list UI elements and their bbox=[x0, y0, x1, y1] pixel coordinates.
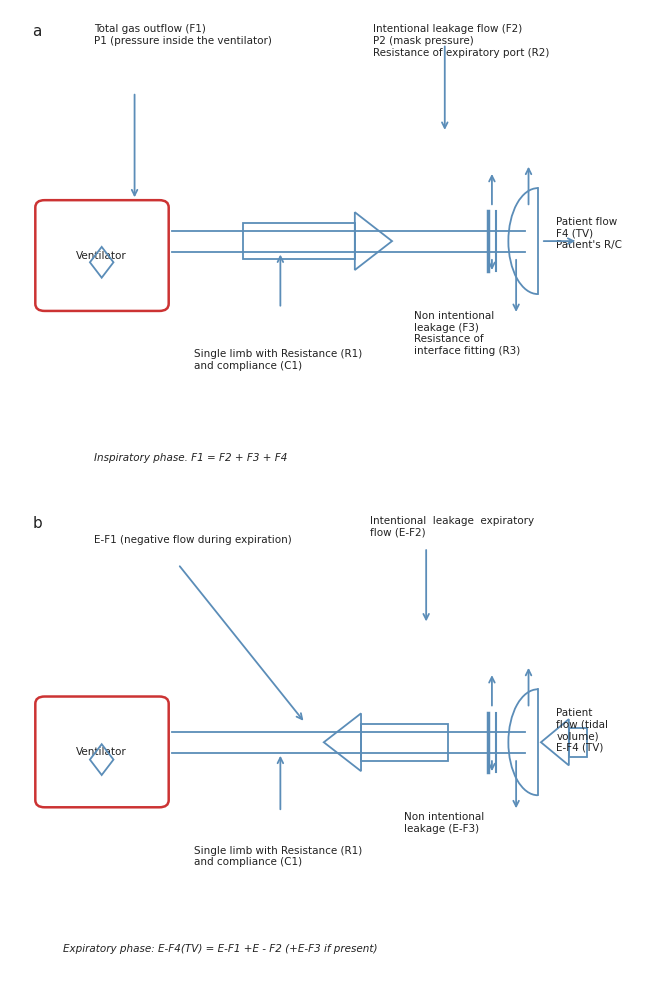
Text: Non intentional
leakage (F3)
Resistance of
interface fitting (R3): Non intentional leakage (F3) Resistance … bbox=[414, 311, 520, 355]
Bar bbox=[569, 728, 587, 757]
Bar bbox=[243, 222, 355, 259]
Text: Intentional  leakage  expiratory
flow (E-F2): Intentional leakage expiratory flow (E-F… bbox=[370, 516, 535, 537]
Text: b: b bbox=[32, 516, 42, 531]
Text: Expiratory phase: E-F4(TV) = E-F1 +E - F2 (+E-F3 if present): Expiratory phase: E-F4(TV) = E-F1 +E - F… bbox=[63, 944, 378, 954]
FancyBboxPatch shape bbox=[36, 696, 169, 807]
Text: Inspiratory phase. F1 = F2 + F3 + F4: Inspiratory phase. F1 = F2 + F3 + F4 bbox=[94, 453, 288, 463]
Text: Patient
flow (tidal
volume)
E-F4 (TV): Patient flow (tidal volume) E-F4 (TV) bbox=[556, 708, 609, 753]
Text: Intentional leakage flow (F2)
P2 (mask pressure)
Resistance of expiratory port (: Intentional leakage flow (F2) P2 (mask p… bbox=[374, 25, 550, 58]
Text: Total gas outflow (F1)
P1 (pressure inside the ventilator): Total gas outflow (F1) P1 (pressure insi… bbox=[94, 25, 272, 46]
Bar bbox=[361, 724, 448, 761]
Text: Single limb with Resistance (R1)
and compliance (C1): Single limb with Resistance (R1) and com… bbox=[193, 846, 362, 868]
Text: Non intentional
leakage (E-F3): Non intentional leakage (E-F3) bbox=[405, 812, 484, 834]
FancyBboxPatch shape bbox=[36, 201, 169, 311]
Text: E-F1 (negative flow during expiration): E-F1 (negative flow during expiration) bbox=[94, 535, 292, 545]
Text: Single limb with Resistance (R1)
and compliance (C1): Single limb with Resistance (R1) and com… bbox=[193, 350, 362, 371]
Text: Ventilator: Ventilator bbox=[77, 747, 127, 757]
Text: a: a bbox=[32, 25, 42, 40]
Text: Ventilator: Ventilator bbox=[77, 250, 127, 260]
Text: Patient flow
F4 (TV)
Patient's R/C: Patient flow F4 (TV) Patient's R/C bbox=[556, 217, 622, 250]
